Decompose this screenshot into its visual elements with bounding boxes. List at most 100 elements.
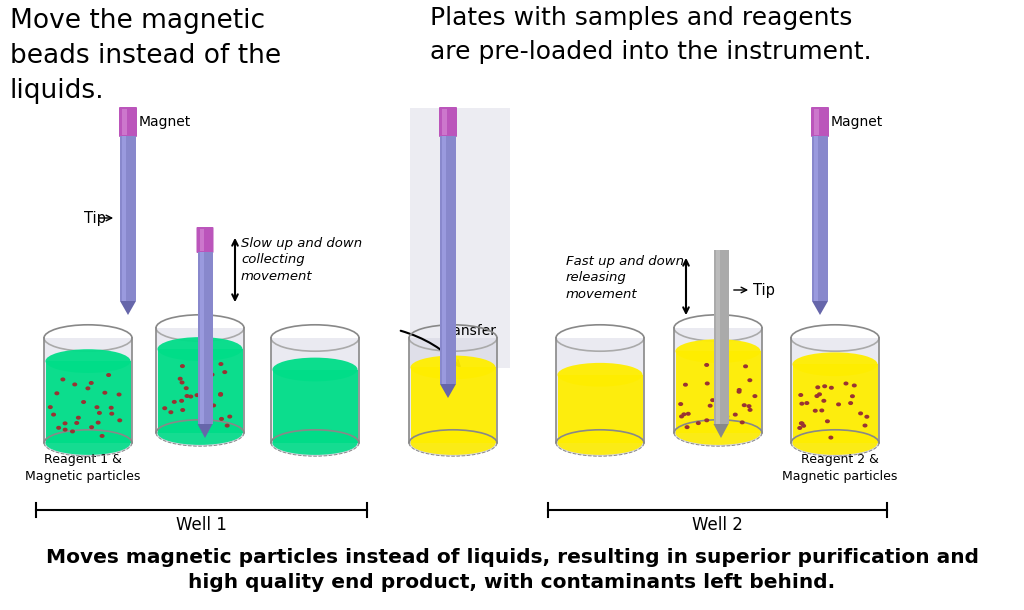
Ellipse shape bbox=[73, 382, 77, 387]
Ellipse shape bbox=[81, 400, 86, 404]
Text: Fast up and down
releasing
movement: Fast up and down releasing movement bbox=[566, 254, 684, 301]
Ellipse shape bbox=[815, 386, 820, 389]
Ellipse shape bbox=[180, 364, 185, 368]
Ellipse shape bbox=[219, 417, 224, 421]
Ellipse shape bbox=[411, 431, 496, 455]
Ellipse shape bbox=[557, 363, 642, 387]
Ellipse shape bbox=[748, 378, 753, 382]
Ellipse shape bbox=[51, 412, 56, 417]
Bar bbox=[674, 328, 762, 433]
Text: Well 1: Well 1 bbox=[176, 516, 227, 534]
Ellipse shape bbox=[825, 419, 829, 423]
Ellipse shape bbox=[227, 415, 232, 418]
Ellipse shape bbox=[685, 425, 689, 429]
Ellipse shape bbox=[102, 391, 108, 395]
Ellipse shape bbox=[674, 420, 762, 446]
Bar bbox=[556, 338, 644, 443]
Ellipse shape bbox=[62, 428, 68, 432]
Ellipse shape bbox=[76, 415, 81, 420]
Ellipse shape bbox=[705, 381, 710, 386]
Ellipse shape bbox=[179, 399, 184, 403]
Bar bbox=[409, 338, 497, 443]
Bar bbox=[198, 252, 213, 424]
Text: high quality end product, with contaminants left behind.: high quality end product, with contamina… bbox=[188, 573, 836, 592]
Ellipse shape bbox=[272, 357, 357, 381]
Ellipse shape bbox=[556, 430, 644, 456]
Ellipse shape bbox=[817, 392, 822, 396]
Ellipse shape bbox=[156, 420, 244, 446]
Ellipse shape bbox=[711, 398, 715, 402]
Bar bbox=[200, 229, 204, 251]
Bar bbox=[442, 109, 446, 135]
Ellipse shape bbox=[852, 384, 857, 387]
Bar bbox=[812, 136, 828, 301]
Ellipse shape bbox=[179, 381, 184, 384]
Ellipse shape bbox=[172, 400, 177, 404]
Ellipse shape bbox=[271, 430, 359, 456]
Ellipse shape bbox=[218, 393, 223, 397]
Ellipse shape bbox=[708, 404, 713, 407]
Bar bbox=[271, 338, 359, 443]
Ellipse shape bbox=[224, 423, 229, 428]
Ellipse shape bbox=[718, 380, 723, 384]
Ellipse shape bbox=[97, 411, 102, 415]
Bar bbox=[814, 136, 818, 301]
Ellipse shape bbox=[89, 381, 94, 385]
Ellipse shape bbox=[793, 431, 878, 455]
FancyBboxPatch shape bbox=[811, 107, 829, 137]
Ellipse shape bbox=[800, 422, 805, 426]
Text: Reagent 2 &
Magnetic particles: Reagent 2 & Magnetic particles bbox=[782, 453, 898, 483]
Polygon shape bbox=[812, 301, 828, 315]
Bar bbox=[442, 136, 446, 384]
Bar bbox=[793, 364, 878, 443]
Ellipse shape bbox=[814, 394, 819, 398]
Bar bbox=[814, 109, 819, 135]
Bar bbox=[120, 136, 136, 301]
Ellipse shape bbox=[207, 397, 212, 401]
Ellipse shape bbox=[158, 337, 243, 361]
Ellipse shape bbox=[748, 408, 753, 412]
Text: Well 2: Well 2 bbox=[692, 516, 743, 534]
Ellipse shape bbox=[195, 393, 200, 397]
Ellipse shape bbox=[158, 421, 243, 445]
Ellipse shape bbox=[822, 384, 827, 388]
Polygon shape bbox=[714, 424, 728, 438]
Ellipse shape bbox=[178, 377, 182, 381]
Ellipse shape bbox=[858, 411, 863, 415]
Ellipse shape bbox=[56, 426, 61, 430]
Ellipse shape bbox=[188, 395, 194, 398]
Text: Plates with samples and reagents
are pre-loaded into the instrument.: Plates with samples and reagents are pre… bbox=[430, 6, 871, 65]
Ellipse shape bbox=[118, 418, 122, 422]
Ellipse shape bbox=[74, 421, 79, 425]
Ellipse shape bbox=[799, 393, 803, 397]
Ellipse shape bbox=[850, 394, 855, 398]
Ellipse shape bbox=[409, 430, 497, 456]
Ellipse shape bbox=[45, 349, 130, 373]
Ellipse shape bbox=[678, 402, 683, 406]
Ellipse shape bbox=[411, 356, 496, 379]
Bar bbox=[200, 252, 204, 424]
Ellipse shape bbox=[70, 429, 75, 434]
Ellipse shape bbox=[183, 386, 188, 390]
Polygon shape bbox=[120, 301, 136, 315]
Ellipse shape bbox=[89, 425, 94, 429]
Ellipse shape bbox=[681, 412, 686, 417]
Ellipse shape bbox=[54, 391, 59, 395]
Ellipse shape bbox=[686, 412, 691, 416]
Text: Magnet: Magnet bbox=[831, 115, 884, 129]
Ellipse shape bbox=[821, 399, 826, 403]
Ellipse shape bbox=[162, 406, 167, 410]
Ellipse shape bbox=[804, 401, 809, 405]
Ellipse shape bbox=[106, 373, 112, 377]
Ellipse shape bbox=[793, 353, 878, 376]
Ellipse shape bbox=[95, 420, 100, 425]
Ellipse shape bbox=[746, 404, 752, 408]
Ellipse shape bbox=[222, 370, 227, 374]
Ellipse shape bbox=[705, 418, 710, 422]
Ellipse shape bbox=[828, 386, 834, 390]
Ellipse shape bbox=[676, 421, 761, 445]
Ellipse shape bbox=[679, 414, 684, 418]
Bar bbox=[122, 109, 127, 135]
Text: Magnet: Magnet bbox=[139, 115, 191, 129]
Bar bbox=[676, 351, 761, 433]
